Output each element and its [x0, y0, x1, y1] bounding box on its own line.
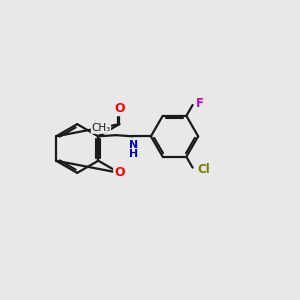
Text: CH₃: CH₃	[91, 123, 111, 133]
Text: F: F	[196, 97, 204, 110]
Text: Cl: Cl	[197, 163, 210, 176]
Text: O: O	[114, 102, 125, 115]
Text: N
H: N H	[129, 140, 139, 159]
Text: O: O	[114, 167, 125, 179]
